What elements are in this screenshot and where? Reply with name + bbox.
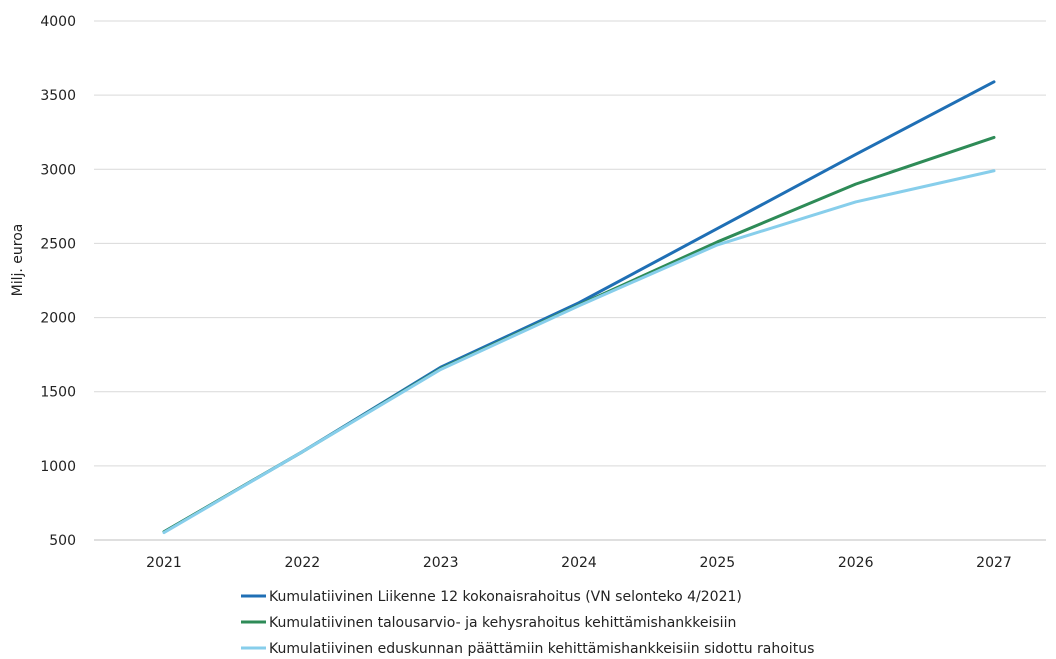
y-tick-label: 3500 <box>40 88 76 104</box>
y-tick-label: 500 <box>49 533 76 549</box>
x-tick-label: 2021 <box>146 555 182 571</box>
y-tick-label: 3000 <box>40 162 76 178</box>
legend-label: Kumulatiivinen talousarvio- ja kehysraho… <box>269 615 736 631</box>
legend: Kumulatiivinen Liikenne 12 kokonaisrahoi… <box>241 589 814 657</box>
x-tick-label: 2026 <box>838 555 874 571</box>
y-tick-label: 2500 <box>40 236 76 252</box>
y-tick-label: 4000 <box>40 14 76 30</box>
series-line-2 <box>164 137 994 531</box>
x-tick-label: 2025 <box>700 555 736 571</box>
legend-label: Kumulatiivinen eduskunnan päättämiin keh… <box>269 641 814 657</box>
series-line-3 <box>164 171 994 533</box>
legend-label: Kumulatiivinen Liikenne 12 kokonaisrahoi… <box>269 589 742 605</box>
legend-item-3: Kumulatiivinen eduskunnan päättämiin keh… <box>241 641 814 657</box>
x-axis-ticks: 2021 2022 2023 2024 2025 2026 2027 <box>146 555 1012 571</box>
x-tick-label: 2027 <box>976 555 1012 571</box>
x-tick-label: 2024 <box>561 555 597 571</box>
y-tick-label: 1500 <box>40 385 76 401</box>
x-tick-label: 2022 <box>285 555 321 571</box>
y-tick-label: 1000 <box>40 459 76 475</box>
legend-item-2: Kumulatiivinen talousarvio- ja kehysraho… <box>241 615 736 631</box>
y-axis-ticks: 500 1000 1500 2000 2500 3000 3500 4000 <box>40 14 76 549</box>
gridlines <box>94 21 1046 540</box>
y-tick-label: 2000 <box>40 311 76 327</box>
series-lines <box>164 82 994 533</box>
y-axis-title: Milj. euroa <box>10 224 26 297</box>
x-tick-label: 2023 <box>423 555 459 571</box>
legend-item-1: Kumulatiivinen Liikenne 12 kokonaisrahoi… <box>241 589 742 605</box>
